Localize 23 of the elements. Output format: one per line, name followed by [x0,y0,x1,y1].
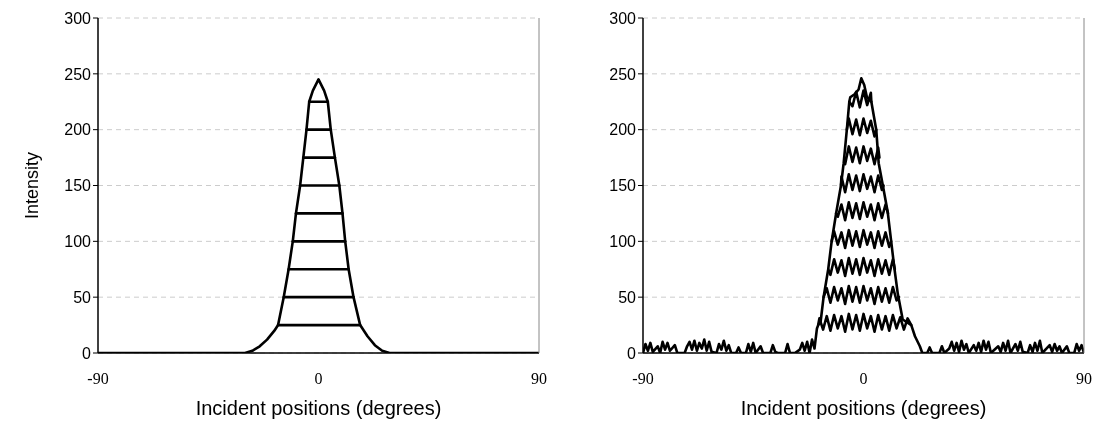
y-tick-label: 100 [609,233,637,251]
y-tick-label: 200 [609,121,637,139]
y-tick-label: 0 [627,344,637,362]
y-tick-label: 250 [64,65,92,83]
x-tick-label: -90 [632,370,654,388]
y-tick-label: 150 [609,177,637,195]
y-tick-label: 300 [609,9,637,27]
y-tick-label: 300 [64,9,92,27]
x-tick-label: 90 [1076,370,1092,388]
y-axis-title: Intensity [22,151,43,220]
x-tick-label: -90 [87,370,109,388]
x-axis-title: Incident positions (degrees) [740,397,987,419]
y-tick-label: 50 [618,288,637,306]
x-tick-label: 0 [314,370,323,388]
y-tick-label: 100 [64,233,92,251]
x-tick-label: 0 [859,370,868,388]
y-tick-label: 200 [64,121,92,139]
y-tick-label: 50 [73,288,92,306]
y-tick-label: 150 [64,177,92,195]
x-axis-title: Incident positions (degrees) [195,397,442,419]
x-tick-label: 90 [531,370,547,388]
y-tick-label: 250 [609,65,637,83]
y-tick-label: 0 [82,344,92,362]
